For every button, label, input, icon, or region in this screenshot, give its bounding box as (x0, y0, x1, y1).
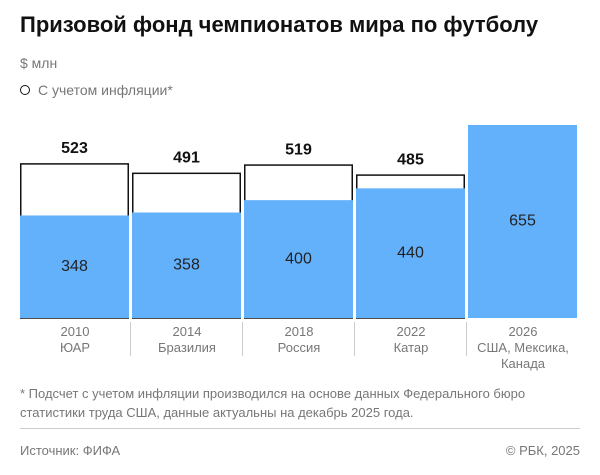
x-tick-label: 2014 (172, 324, 202, 339)
x-tick-label: 2010 (60, 324, 90, 339)
legend-icon (20, 85, 30, 95)
value-label: 655 (509, 213, 536, 230)
legend-label: С учетом инфляции* (38, 82, 173, 98)
x-tick-sublabel: Россия (277, 340, 321, 355)
value-label: 440 (397, 244, 424, 261)
value-label: 358 (173, 256, 200, 273)
chart-subtitle: $ млн (20, 55, 58, 71)
legend: С учетом инфляции* (20, 82, 173, 98)
x-tick-sublabel: Катар (393, 340, 429, 355)
divider (20, 428, 580, 429)
x-tick-sublabel: Бразилия (158, 340, 216, 355)
x-tick-label: 2022 (396, 324, 426, 339)
value-label: 519 (285, 141, 312, 158)
value-label: 485 (397, 151, 424, 168)
x-tick-label: 2018 (284, 324, 314, 339)
x-tick-sublabel: ЮАР (59, 340, 91, 355)
footnote: * Подсчет с учетом инфляции производился… (20, 386, 526, 420)
bar-nominal (244, 200, 353, 318)
x-tick-sublabel: США, Мексика, Канада (477, 340, 569, 371)
bar-nominal (20, 215, 129, 318)
value-label: 400 (285, 250, 312, 267)
value-label: 491 (173, 150, 200, 167)
value-label: 523 (61, 140, 88, 157)
source: Источник: ФИФА (20, 443, 121, 458)
bar-nominal (468, 125, 577, 318)
bar-nominal (356, 188, 465, 318)
bar-nominal (132, 212, 241, 318)
x-tick-label: 2026 (508, 324, 538, 339)
copyright: © РБК, 2025 (505, 443, 580, 458)
chart-title: Призовой фонд чемпионатов мира по футбол… (20, 12, 539, 37)
value-label: 348 (61, 258, 88, 275)
